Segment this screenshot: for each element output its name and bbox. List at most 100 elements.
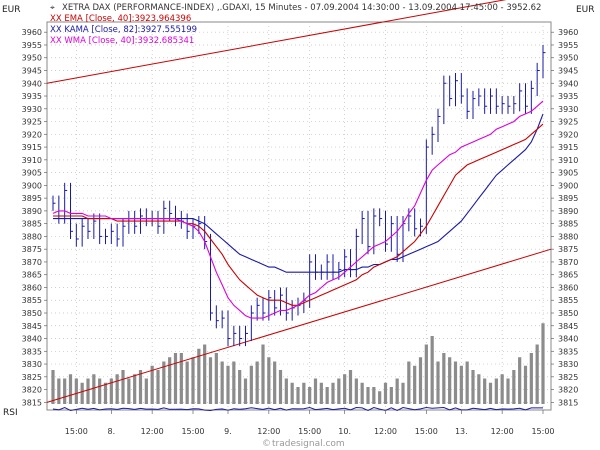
volume-bar bbox=[214, 353, 218, 404]
x-tick-label: 15:00 bbox=[181, 427, 204, 436]
x-tick-label: 15:00 bbox=[65, 427, 88, 436]
volume-bar bbox=[477, 374, 481, 404]
volume-bar bbox=[518, 357, 522, 404]
volume-bar bbox=[389, 387, 393, 404]
y-tick-label: 3960 bbox=[558, 28, 578, 37]
y-tick-label: 3865 bbox=[22, 271, 42, 280]
volume-bar bbox=[51, 370, 55, 404]
y-tick-label: 3945 bbox=[558, 67, 578, 76]
volume-bar bbox=[541, 323, 545, 404]
y-tick-label: 3915 bbox=[558, 143, 578, 152]
volume-bar bbox=[488, 382, 493, 404]
y-tick-label: 3920 bbox=[558, 130, 578, 139]
x-axis: 15:00 8. 12:00 15:00 9. 12:00 15:00 10. 12:00 15:… bbox=[65, 410, 555, 436]
volume-bar bbox=[284, 378, 288, 404]
volume-bars bbox=[51, 323, 545, 404]
moving-averages bbox=[52, 100, 544, 319]
y-tick-label: 3815 bbox=[558, 398, 578, 407]
y-tick-label: 3885 bbox=[22, 220, 42, 229]
volume-bar bbox=[98, 378, 102, 404]
y-tick-label: 3910 bbox=[558, 156, 578, 165]
volume-bar bbox=[226, 365, 230, 404]
y-tick-label: 3875 bbox=[22, 245, 42, 254]
watermark: tradesignal.com bbox=[272, 439, 345, 449]
trend-lines bbox=[46, 0, 552, 403]
y-tick-label: 3825 bbox=[558, 373, 578, 382]
volume-bar bbox=[197, 348, 201, 404]
y-tick-label: 3820 bbox=[558, 386, 578, 395]
volume-bar bbox=[208, 357, 213, 404]
legend-kama: XX KAMA [Close, 82]:3927.555199 bbox=[50, 25, 197, 35]
y-tick-label: 3840 bbox=[22, 335, 42, 344]
volume-bar bbox=[203, 344, 207, 404]
y-tick-label: 3900 bbox=[22, 181, 42, 190]
volume-bar bbox=[325, 387, 329, 404]
y-tick-label: 3840 bbox=[558, 335, 578, 344]
y-tick-label: 3895 bbox=[22, 194, 42, 203]
y-tick-label: 3925 bbox=[558, 118, 578, 127]
y-tick-label: 3905 bbox=[22, 169, 42, 178]
volume-bar bbox=[278, 370, 283, 404]
y-tick-label: 3830 bbox=[558, 360, 578, 369]
unit-left: EUR bbox=[2, 5, 21, 15]
y-axis-left: 3815 3820 3825 3830 3835 3840 3845 3850 3855 3860… bbox=[22, 28, 47, 407]
volume-bar bbox=[313, 378, 318, 404]
volume-bar bbox=[465, 361, 469, 404]
y-tick-label: 3850 bbox=[22, 309, 42, 318]
y-tick-label: 3940 bbox=[558, 79, 578, 88]
volume-bar bbox=[529, 353, 533, 404]
y-tick-label: 3860 bbox=[558, 283, 578, 292]
legend-wma: XX WMA [Close, 40]:3932.685341 bbox=[50, 36, 194, 46]
grid bbox=[47, 22, 551, 410]
y-tick-label: 3845 bbox=[558, 322, 578, 331]
volume-bar bbox=[494, 378, 498, 404]
y-tick-label: 3910 bbox=[22, 156, 42, 165]
x-tick-label: 12:00 bbox=[257, 427, 280, 436]
y-tick-label: 3885 bbox=[558, 220, 578, 229]
y-tick-label: 3950 bbox=[558, 54, 578, 63]
volume-bar bbox=[383, 382, 388, 404]
volume-bar bbox=[436, 361, 440, 404]
volume-bar bbox=[168, 357, 172, 404]
volume-bar bbox=[144, 378, 148, 404]
volume-bar bbox=[535, 344, 539, 404]
y-tick-label: 3950 bbox=[22, 54, 42, 63]
trend-line bbox=[46, 248, 552, 403]
legend-bullet-price: ⌖ bbox=[50, 3, 55, 13]
rsi-line bbox=[52, 406, 543, 412]
volume-bar bbox=[500, 374, 504, 404]
legend-ema: XX EMA [Close, 40]:3923.964396 bbox=[50, 14, 191, 24]
x-tick-label: 9. bbox=[224, 427, 232, 436]
volume-bar bbox=[430, 336, 434, 404]
y-tick-label: 3850 bbox=[558, 309, 578, 318]
volume-bar bbox=[407, 361, 411, 404]
x-tick-label: 15:00 bbox=[531, 427, 554, 436]
y-tick-label: 3855 bbox=[558, 296, 578, 305]
y-tick-label: 3900 bbox=[558, 181, 578, 190]
trend-line bbox=[46, 0, 507, 84]
volume-bar bbox=[343, 374, 347, 404]
x-tick-label: 12:00 bbox=[491, 427, 514, 436]
y-tick-label: 3830 bbox=[22, 360, 42, 369]
y-tick-label: 3855 bbox=[22, 296, 42, 305]
volume-bar bbox=[413, 365, 417, 404]
y-tick-label: 3935 bbox=[22, 92, 42, 101]
volume-bar bbox=[150, 365, 154, 404]
y-tick-label: 3825 bbox=[22, 373, 42, 382]
y-tick-label: 3940 bbox=[22, 79, 42, 88]
y-tick-label: 3845 bbox=[22, 322, 42, 331]
volume-bar bbox=[483, 378, 487, 404]
volume-bar bbox=[267, 357, 271, 404]
volume-bar bbox=[378, 391, 382, 404]
volume-bar bbox=[296, 387, 300, 404]
y-tick-label: 3945 bbox=[22, 67, 42, 76]
volume-bar bbox=[424, 344, 428, 404]
volume-bar bbox=[103, 382, 108, 404]
y-tick-label: 3880 bbox=[22, 232, 42, 241]
volume-bar bbox=[92, 374, 96, 404]
rsi-panel bbox=[52, 406, 543, 412]
volume-bar bbox=[162, 361, 166, 404]
volume-bar bbox=[109, 378, 113, 404]
volume-bar bbox=[63, 378, 67, 404]
